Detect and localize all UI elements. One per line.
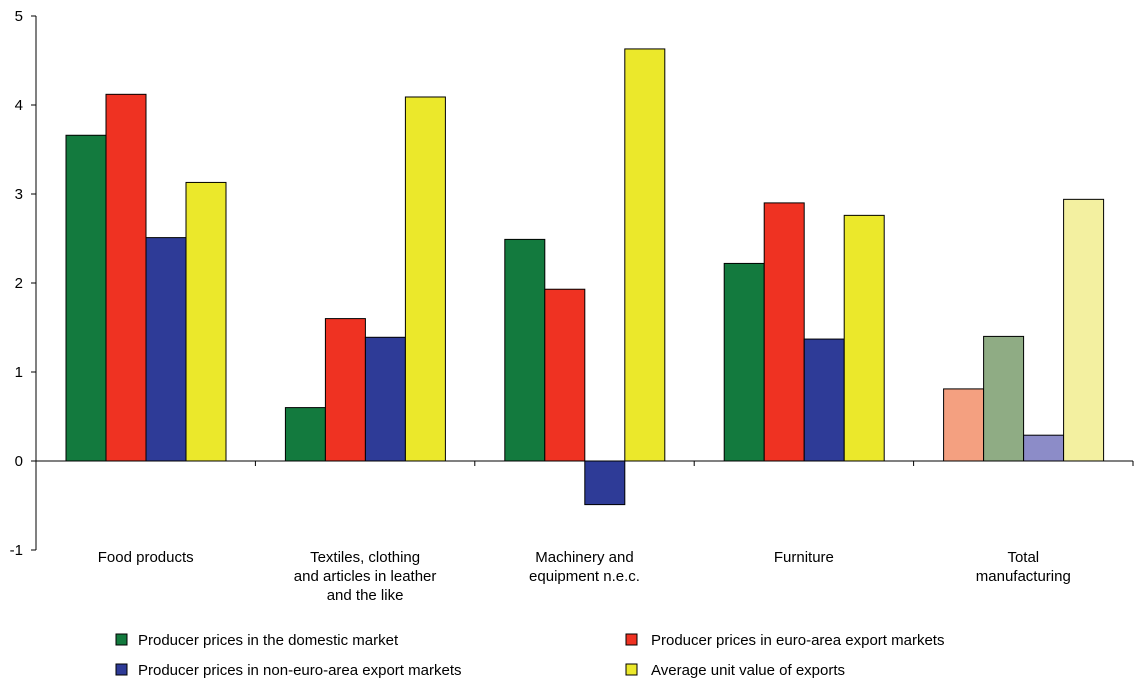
bar-2-2 [324, 318, 366, 462]
bar-3-1 [145, 237, 187, 462]
bar-2-5 [983, 335, 1025, 462]
bar-2-4 [763, 202, 805, 462]
legend-swatch [115, 633, 128, 646]
y-tick-label: 0 [15, 453, 23, 470]
y-tick-label: -1 [10, 542, 23, 559]
bar-2-1 [105, 93, 147, 462]
category-label: Machinery and equipment n.e.c. [529, 549, 640, 585]
y-tick-label: 4 [15, 97, 23, 114]
bar-4-2 [404, 96, 446, 462]
bar-4-5 [1063, 198, 1105, 462]
bar-2-3 [544, 288, 586, 462]
y-tick-label: 2 [15, 275, 23, 292]
bar-4-1 [185, 181, 227, 462]
legend-swatch [625, 633, 638, 646]
bar-3-4 [803, 338, 845, 462]
category-label: Textiles, clothing and articles in leathe… [294, 549, 437, 604]
bar-1-1 [65, 134, 107, 462]
bar-1-2 [284, 407, 326, 462]
legend: Producer prices in the domestic market Pr… [115, 632, 944, 679]
bar-1-4 [723, 262, 765, 462]
legend-label: Producer prices in non-euro-area export … [138, 662, 461, 679]
y-tick-label: 1 [15, 364, 23, 381]
bar-4-4 [843, 214, 885, 462]
bar-3-5 [1023, 434, 1065, 462]
legend-label: Producer prices in the domestic market [138, 632, 399, 649]
legend-swatch [115, 663, 128, 676]
bar-1-5 [943, 388, 985, 462]
bar-3-3 [584, 460, 626, 506]
legend-swatch [625, 663, 638, 676]
bar-4-3 [624, 48, 666, 462]
category-label: Total manufacturing [976, 549, 1071, 585]
y-tick-label: 3 [15, 186, 23, 203]
bar-3-2 [364, 336, 406, 462]
bars-group [65, 48, 1105, 506]
legend-label: Producer prices in euro-area export mark… [651, 632, 944, 649]
category-labels: Food products Textiles, clothing and artic… [98, 549, 1071, 604]
axes-group: -1 0 1 2 3 4 5 [10, 8, 1134, 559]
bar-1-3 [504, 238, 546, 462]
legend-label: Average unit value of exports [651, 662, 845, 679]
y-tick-label: 5 [15, 8, 23, 25]
category-label: Furniture [774, 549, 834, 566]
category-label: Food products [98, 549, 194, 566]
